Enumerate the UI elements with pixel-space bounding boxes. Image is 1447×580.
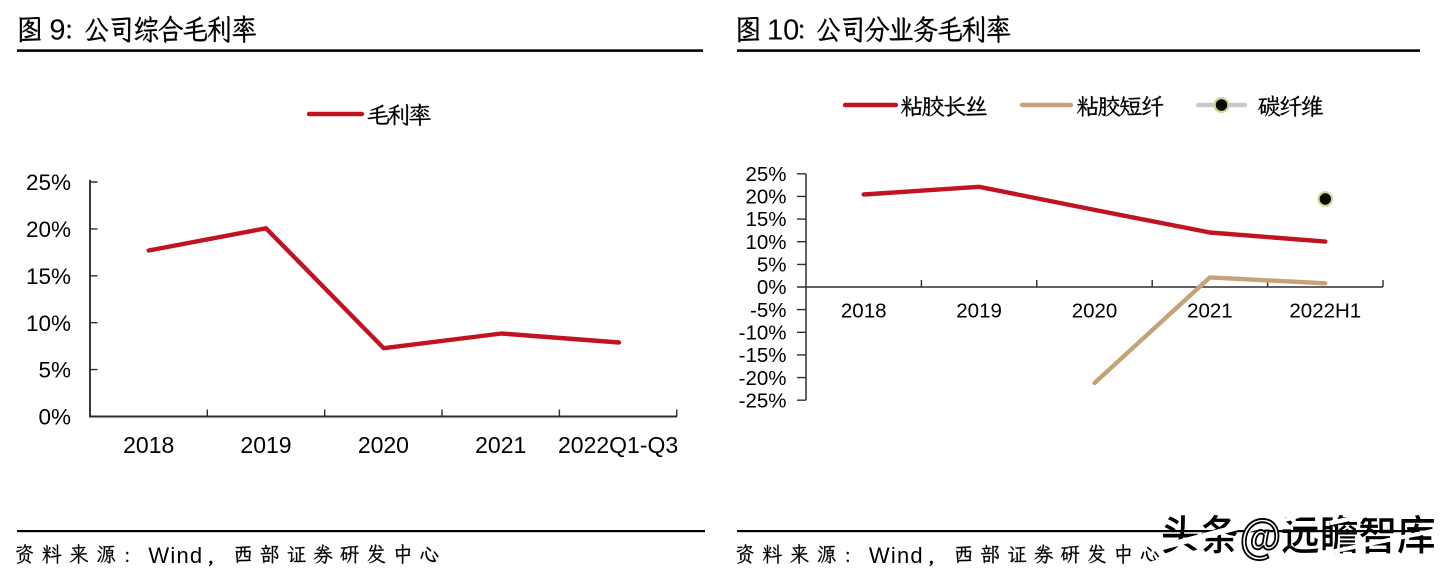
svg-text:2020: 2020: [358, 432, 409, 458]
svg-text:0%: 0%: [38, 405, 71, 430]
svg-text:2022H1: 2022H1: [1289, 300, 1361, 323]
svg-text:2020: 2020: [1072, 300, 1118, 323]
svg-text:2019: 2019: [956, 300, 1002, 323]
svg-text:2021: 2021: [1187, 300, 1233, 323]
svg-text:-5%: -5%: [750, 299, 786, 322]
svg-text:9: 9: [49, 14, 65, 46]
svg-text:25%: 25%: [745, 163, 786, 186]
svg-text:2018: 2018: [841, 300, 887, 323]
svg-text:-25%: -25%: [739, 389, 787, 412]
svg-text:-20%: -20%: [739, 367, 787, 390]
svg-text:15%: 15%: [745, 208, 786, 231]
svg-text:-10%: -10%: [739, 322, 787, 345]
svg-text:Wind: Wind: [148, 543, 203, 568]
svg-text:20%: 20%: [745, 186, 786, 209]
svg-text:10: 10: [767, 14, 799, 46]
svg-text:5%: 5%: [38, 358, 71, 383]
svg-text:Wind: Wind: [869, 543, 924, 568]
svg-text:-15%: -15%: [739, 344, 787, 367]
svg-text:2018: 2018: [123, 432, 174, 458]
svg-text:10%: 10%: [26, 311, 71, 336]
svg-text:5%: 5%: [757, 254, 787, 277]
svg-text:2019: 2019: [240, 432, 291, 458]
svg-text:0%: 0%: [757, 276, 787, 299]
svg-text:10%: 10%: [745, 231, 786, 254]
svg-text:2021: 2021: [475, 432, 526, 458]
svg-text:20%: 20%: [26, 217, 71, 242]
svg-text:25%: 25%: [26, 170, 71, 195]
svg-text:15%: 15%: [26, 264, 71, 289]
svg-text:2022Q1-Q3: 2022Q1-Q3: [558, 432, 678, 458]
